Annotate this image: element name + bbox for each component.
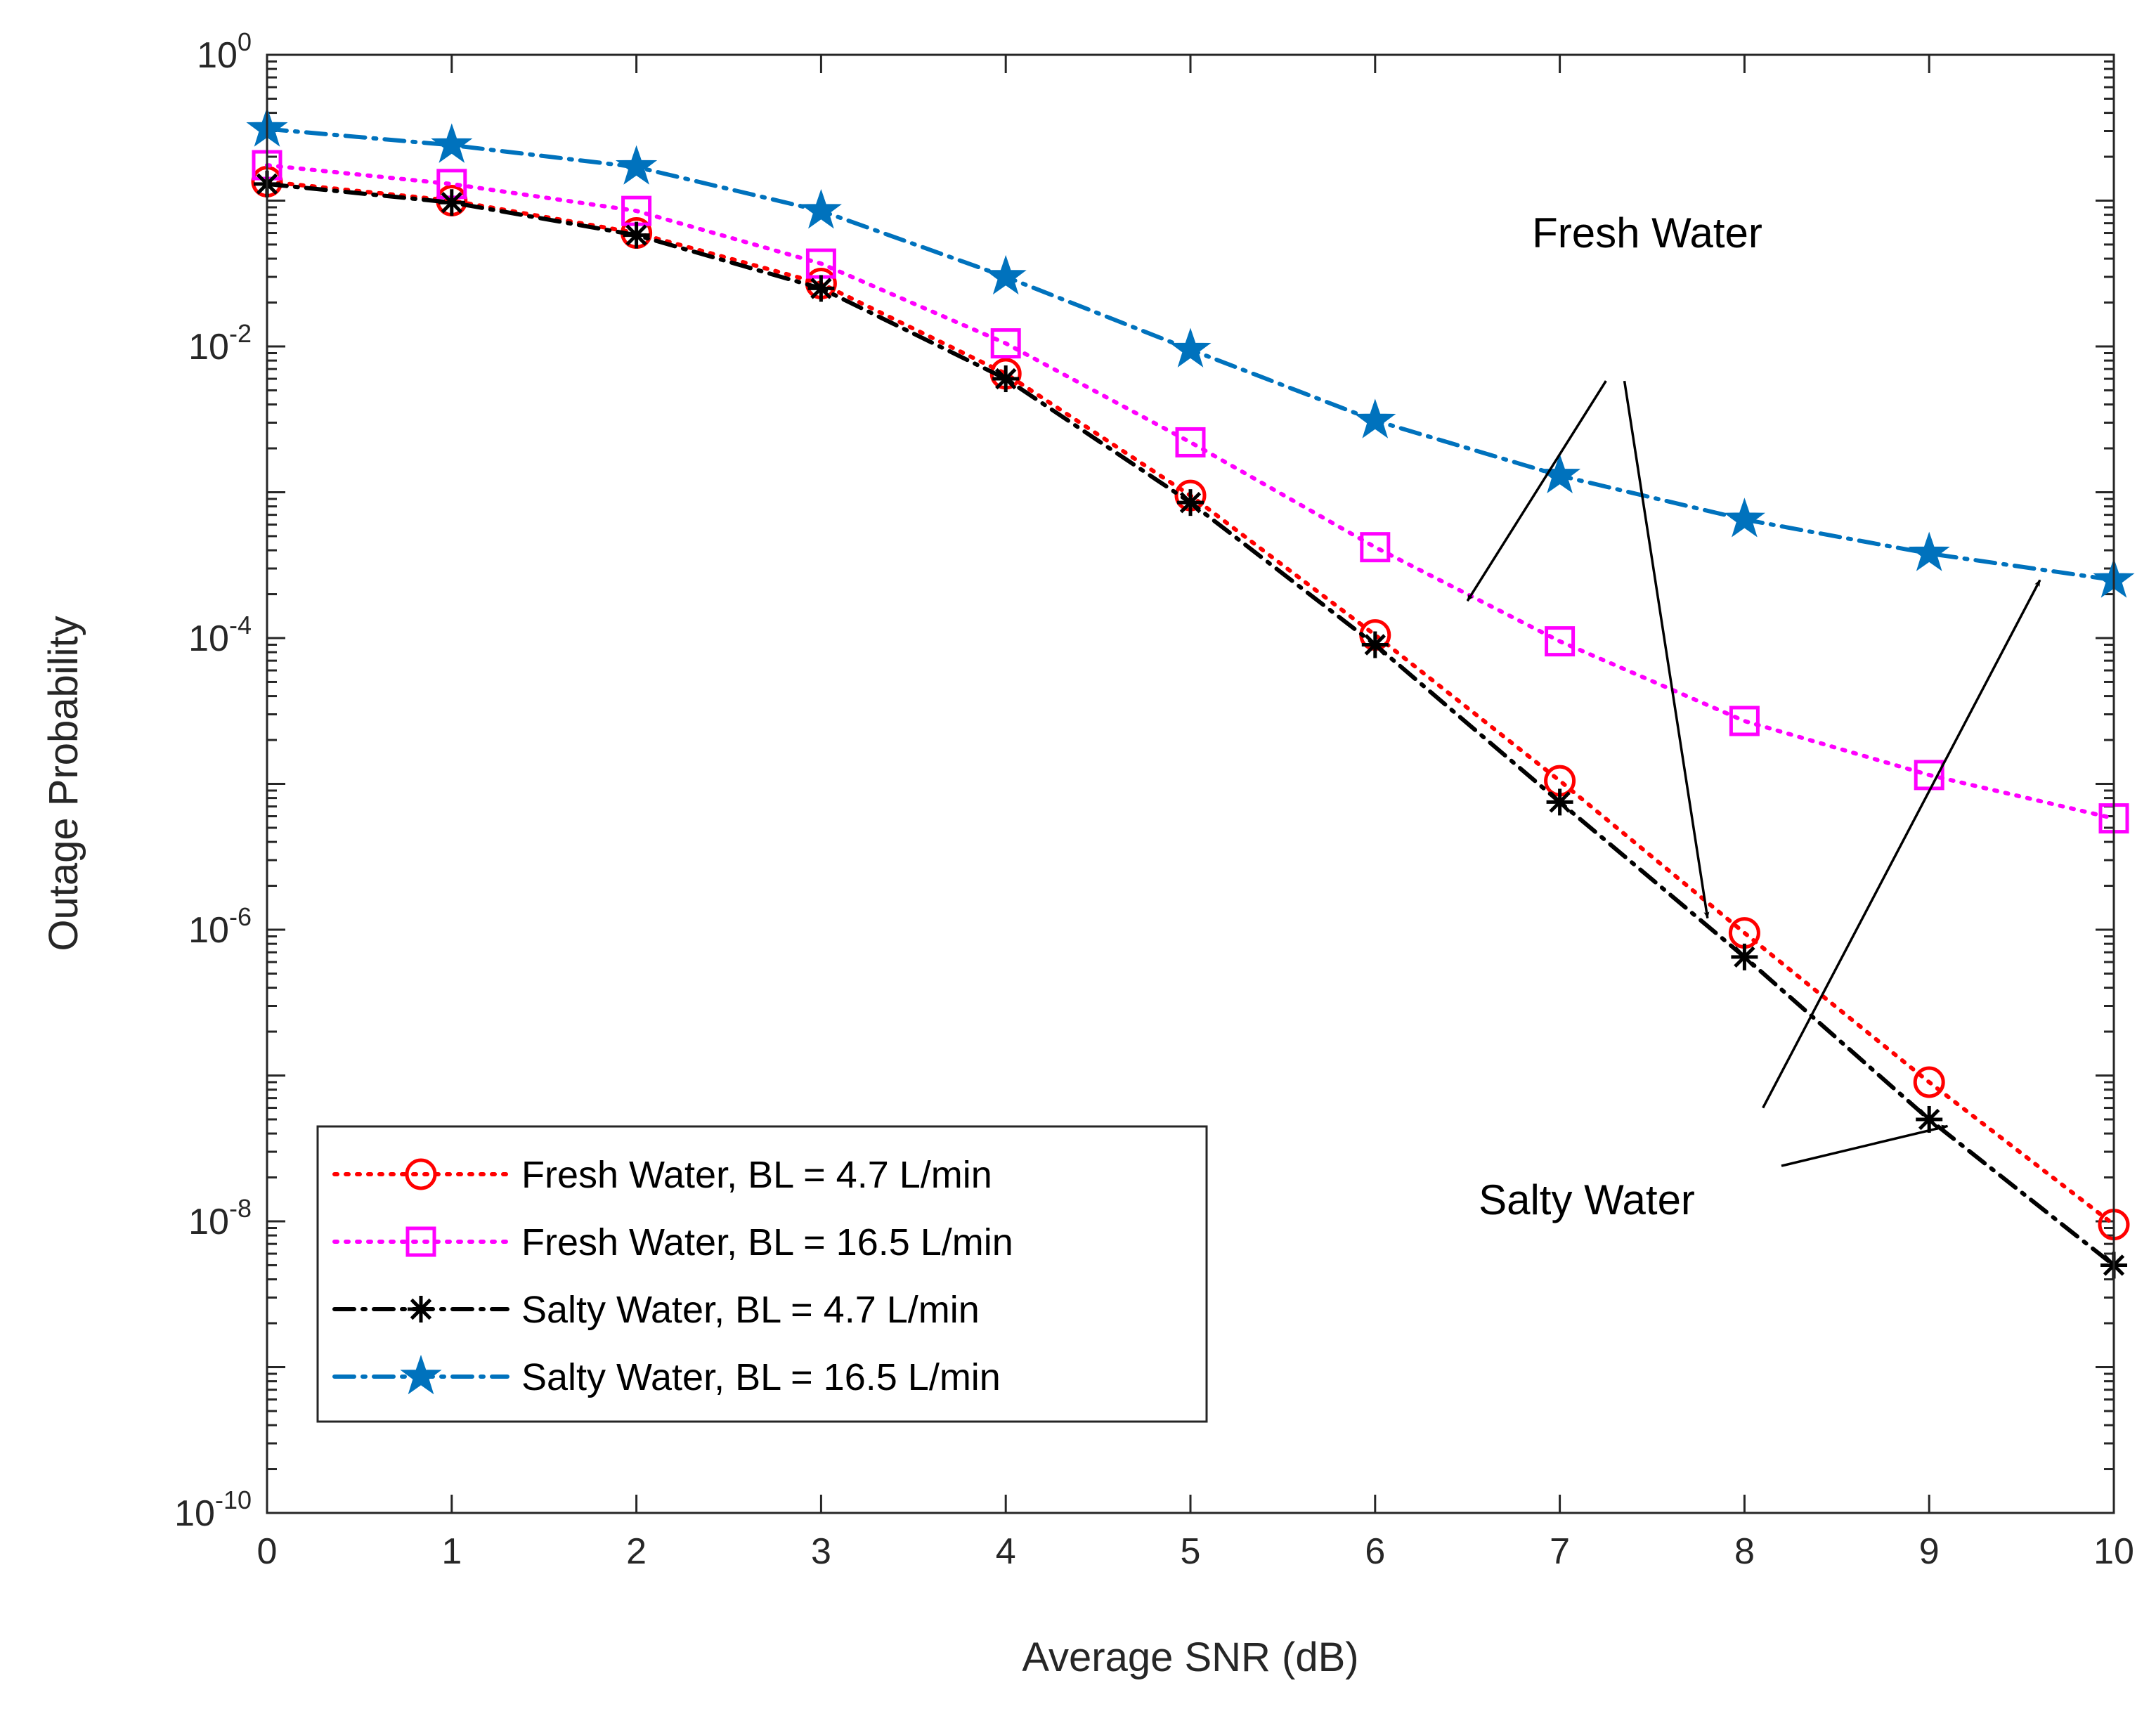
y-tick-exponent: -4	[229, 611, 252, 639]
legend-label: Salty Water, BL = 4.7 L/min	[521, 1289, 980, 1331]
marker-star	[1908, 531, 1950, 571]
y-tick-label: 10-2	[188, 319, 252, 368]
y-tick-exponent: -6	[229, 902, 252, 931]
x-tick-label: 3	[811, 1531, 831, 1572]
x-tick-label: 10	[2093, 1531, 2134, 1572]
series-group	[252, 150, 2129, 834]
y-tick-exponent: -10	[215, 1486, 252, 1514]
marker-star	[1169, 327, 1212, 368]
annotation-label: Salty Water	[1479, 1176, 1695, 1223]
legend-label: Fresh Water, BL = 16.5 L/min	[521, 1221, 1013, 1263]
marker-asterisk-stroke	[1734, 946, 1755, 968]
y-tick-base: 10	[197, 35, 238, 76]
legend-box	[316, 1125, 1208, 1423]
marker-star	[400, 1354, 442, 1395]
marker-asterisk-stroke	[1918, 1108, 1940, 1131]
x-axis-label: Average SNR (dB)	[1022, 1635, 1358, 1680]
marker-asterisk	[1177, 489, 1204, 516]
marker-square	[1545, 626, 1576, 657]
plot-frame	[266, 53, 2115, 1514]
y-tick-label: 100	[197, 27, 252, 76]
marker-star	[431, 123, 473, 163]
marker-asterisk-stroke	[441, 192, 463, 214]
x-tick-label: 1	[441, 1531, 462, 1572]
marker-star	[1354, 398, 1396, 438]
marker-asterisk-stroke	[1179, 491, 1202, 514]
annotation-arrow	[1466, 380, 1607, 602]
marker-square	[1729, 706, 1760, 736]
annotation-arrow	[1762, 579, 2041, 1109]
marker-star	[985, 254, 1027, 295]
legend-item: Fresh Water, BL = 16.5 L/min	[332, 1221, 1013, 1263]
y-tick-exponent: 0	[238, 27, 252, 56]
marker-square	[1175, 427, 1206, 457]
x-tick-labels: 0 1 2 3 4 5 6 7 8 9 10	[257, 1531, 2134, 1572]
x-tick-label: 9	[1919, 1531, 1940, 1572]
marker-circle	[405, 1158, 437, 1190]
y-tick-label: 10-4	[188, 611, 252, 659]
marker-square	[405, 1226, 436, 1257]
y-tick-label: 10-6	[188, 902, 252, 951]
y-tick-label: 10-8	[188, 1194, 252, 1242]
x-tick-label: 6	[1365, 1531, 1385, 1572]
legend-item: Salty Water, BL = 16.5 L/min	[332, 1354, 1001, 1398]
marker-square	[1914, 760, 1944, 791]
x-tick-label: 0	[257, 1531, 278, 1572]
marker-asterisk-stroke	[810, 278, 832, 299]
marker-asterisk-stroke	[1549, 791, 1571, 813]
x-tick-label: 4	[996, 1531, 1016, 1572]
marker-asterisk	[807, 275, 835, 302]
x-tick-label: 2	[626, 1531, 647, 1572]
y-tick-base: 10	[188, 1202, 229, 1242]
marker-star	[616, 145, 658, 185]
y-tick-exponent: -8	[229, 1194, 252, 1223]
annotation-arrow	[1781, 1124, 1949, 1167]
y-tick-label: 10-10	[174, 1486, 252, 1534]
marker-asterisk-stroke	[994, 368, 1017, 390]
marker-square	[990, 328, 1021, 359]
marker-asterisk-stroke	[1364, 634, 1387, 656]
marker-asterisk	[438, 189, 465, 216]
legend-label: Salty Water, BL = 16.5 L/min	[521, 1356, 1001, 1398]
y-tick-base: 10	[188, 618, 229, 659]
y-tick-base: 10	[174, 1493, 215, 1534]
marker-asterisk-stroke	[410, 1298, 432, 1320]
y-tick-base: 10	[188, 327, 229, 368]
marker-asterisk	[1731, 943, 1758, 970]
marker-star	[1539, 453, 1581, 494]
marker-asterisk	[1361, 631, 1389, 658]
marker-asterisk	[623, 221, 650, 249]
x-tick-label: 8	[1734, 1531, 1755, 1572]
marker-asterisk	[1916, 1105, 1943, 1133]
annotations-layer: Fresh Water Salty Water	[1466, 209, 2041, 1223]
series-layer	[246, 107, 2135, 1279]
marker-asterisk	[992, 365, 1020, 393]
marker-asterisk	[1546, 788, 1573, 816]
y-tick-exponent: -2	[229, 319, 252, 348]
legend-item: Salty Water, BL = 4.7 L/min	[332, 1289, 980, 1331]
annotation-arrow	[1623, 380, 1710, 919]
annotation-label: Fresh Water	[1532, 209, 1762, 256]
legend-label: Fresh Water, BL = 4.7 L/min	[521, 1154, 992, 1196]
legend-item: Fresh Water, BL = 4.7 L/min	[332, 1154, 992, 1196]
y-axis-label: Outage Probability	[41, 616, 86, 951]
x-tick-label: 7	[1550, 1531, 1570, 1572]
x-tick-label: 5	[1181, 1531, 1201, 1572]
marker-star	[1723, 498, 1765, 538]
marker-square	[1360, 532, 1391, 563]
marker-star	[800, 188, 842, 229]
legend: Fresh Water, BL = 4.7 L/min Fresh Water, …	[316, 1125, 1208, 1423]
marker-asterisk-stroke	[625, 224, 647, 246]
marker-asterisk	[408, 1296, 434, 1323]
annotation: Fresh Water	[1466, 209, 1762, 919]
annotation: Salty Water	[1479, 579, 2041, 1223]
y-tick-base: 10	[188, 910, 229, 951]
marker-circle	[1913, 1066, 1945, 1098]
